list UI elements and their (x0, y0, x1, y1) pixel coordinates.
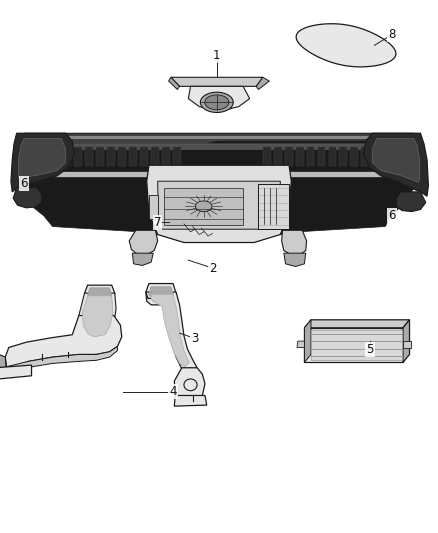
Polygon shape (350, 147, 358, 166)
Polygon shape (107, 147, 115, 166)
Polygon shape (258, 184, 289, 229)
Polygon shape (147, 165, 291, 243)
Polygon shape (151, 147, 159, 166)
Polygon shape (304, 320, 410, 328)
Polygon shape (188, 86, 250, 109)
Polygon shape (403, 341, 411, 348)
Polygon shape (35, 136, 394, 139)
Text: 6: 6 (388, 209, 396, 222)
Polygon shape (296, 24, 396, 67)
Polygon shape (44, 144, 385, 149)
Polygon shape (297, 341, 304, 348)
Polygon shape (174, 368, 205, 402)
Text: 7: 7 (154, 216, 162, 229)
Polygon shape (339, 147, 347, 166)
Polygon shape (0, 365, 32, 379)
Polygon shape (173, 147, 181, 166)
Polygon shape (149, 287, 173, 302)
Polygon shape (311, 330, 402, 360)
Polygon shape (304, 328, 403, 362)
Polygon shape (53, 171, 385, 177)
Polygon shape (17, 133, 420, 237)
Polygon shape (263, 147, 271, 166)
Polygon shape (285, 147, 293, 166)
Polygon shape (164, 188, 243, 225)
Polygon shape (149, 195, 158, 219)
Polygon shape (11, 133, 74, 192)
Polygon shape (169, 77, 180, 90)
Polygon shape (5, 316, 122, 370)
Polygon shape (129, 147, 137, 166)
Polygon shape (79, 293, 116, 342)
Polygon shape (328, 147, 336, 166)
Ellipse shape (200, 92, 233, 112)
Text: 5: 5 (367, 343, 374, 356)
Polygon shape (307, 147, 314, 166)
Polygon shape (318, 147, 325, 166)
Polygon shape (158, 181, 280, 229)
Polygon shape (82, 296, 113, 337)
Polygon shape (118, 147, 126, 166)
Text: 4: 4 (169, 385, 177, 398)
Polygon shape (13, 188, 42, 208)
Polygon shape (18, 139, 66, 180)
Polygon shape (151, 294, 189, 367)
Text: 3: 3 (191, 332, 198, 345)
Text: 1: 1 (213, 50, 221, 62)
Polygon shape (403, 320, 410, 362)
Ellipse shape (195, 201, 212, 212)
Polygon shape (296, 147, 304, 166)
Polygon shape (274, 147, 282, 166)
Polygon shape (7, 346, 117, 374)
Ellipse shape (205, 95, 229, 110)
Polygon shape (396, 192, 426, 212)
Polygon shape (53, 147, 60, 166)
Polygon shape (96, 147, 104, 166)
Polygon shape (282, 230, 307, 255)
Polygon shape (129, 230, 158, 255)
Polygon shape (256, 77, 269, 90)
Text: 8: 8 (389, 28, 396, 41)
Polygon shape (174, 395, 207, 406)
Polygon shape (280, 195, 289, 219)
Polygon shape (361, 147, 369, 166)
Polygon shape (372, 139, 420, 182)
Polygon shape (85, 285, 115, 305)
Polygon shape (284, 253, 306, 266)
Polygon shape (304, 320, 311, 362)
Polygon shape (364, 133, 428, 196)
Polygon shape (162, 147, 170, 166)
Polygon shape (24, 133, 414, 144)
Polygon shape (88, 288, 112, 302)
Polygon shape (74, 147, 82, 166)
Polygon shape (64, 147, 71, 166)
Text: 6: 6 (20, 177, 28, 190)
Polygon shape (85, 147, 93, 166)
Polygon shape (140, 147, 148, 166)
Polygon shape (171, 77, 263, 86)
Polygon shape (132, 253, 153, 265)
Polygon shape (146, 284, 176, 305)
Text: 2: 2 (208, 262, 216, 274)
Polygon shape (0, 353, 7, 378)
Polygon shape (146, 292, 197, 373)
